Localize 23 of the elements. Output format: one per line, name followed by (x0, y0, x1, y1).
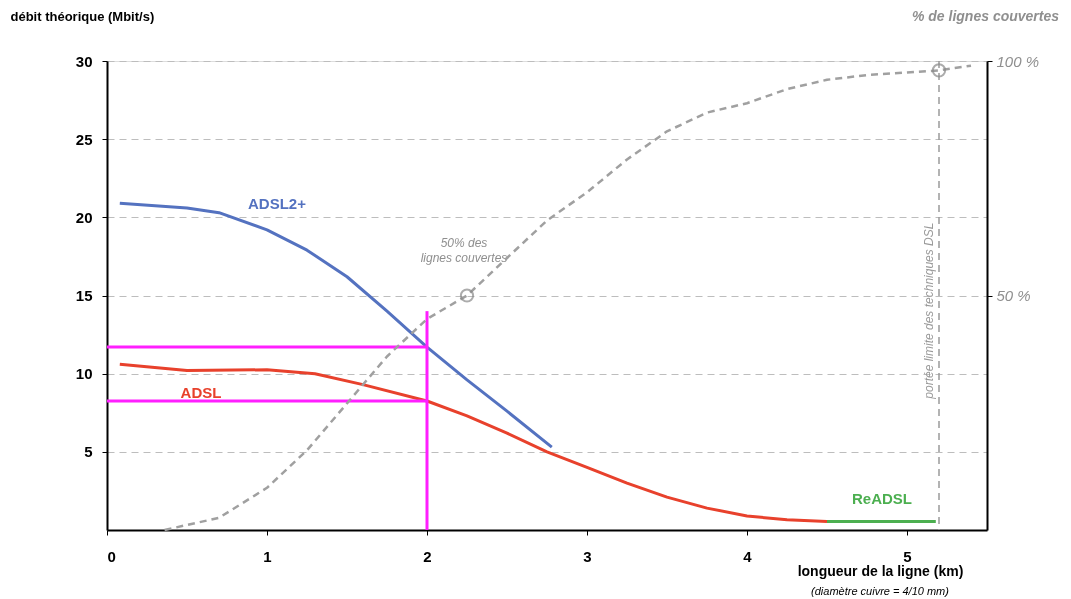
x-tick-label: 2 (423, 547, 432, 565)
y2-tick-label: 100 % (996, 52, 1040, 70)
y-tick-label: 15 (75, 287, 93, 304)
y-tick-label: 10 (75, 365, 93, 383)
y2-axis-title: % de lignes couvertes (911, 7, 1060, 24)
x-axis-title: longueur de la ligne (km) (797, 562, 964, 579)
x-tick-label: 0 (107, 547, 116, 565)
y2-tick-label: 50 % (996, 287, 1031, 304)
series-label: ReADSL (851, 490, 913, 508)
y-axis-title: débit théorique (Mbit/s) (10, 8, 155, 24)
x-tick-label: 5 (903, 547, 912, 565)
series-label: ADSL2+ (248, 194, 307, 212)
ref-line-label: portée limite des techniques DSL (922, 222, 936, 400)
y-tick-label: 5 (84, 443, 93, 461)
x-tick-label: 1 (263, 547, 272, 565)
x-tick-label: 3 (583, 547, 592, 565)
series-label: ADSL (180, 383, 222, 401)
y-tick-label: 25 (75, 130, 93, 148)
x-tick-label: 4 (743, 547, 753, 565)
y-tick-label: 30 (75, 52, 93, 70)
annotation: 50% des lignes couvertes (420, 236, 508, 265)
y-tick-label: 20 (75, 208, 93, 226)
text: (diamètre cuivre = 4/10 mm) (811, 585, 950, 597)
